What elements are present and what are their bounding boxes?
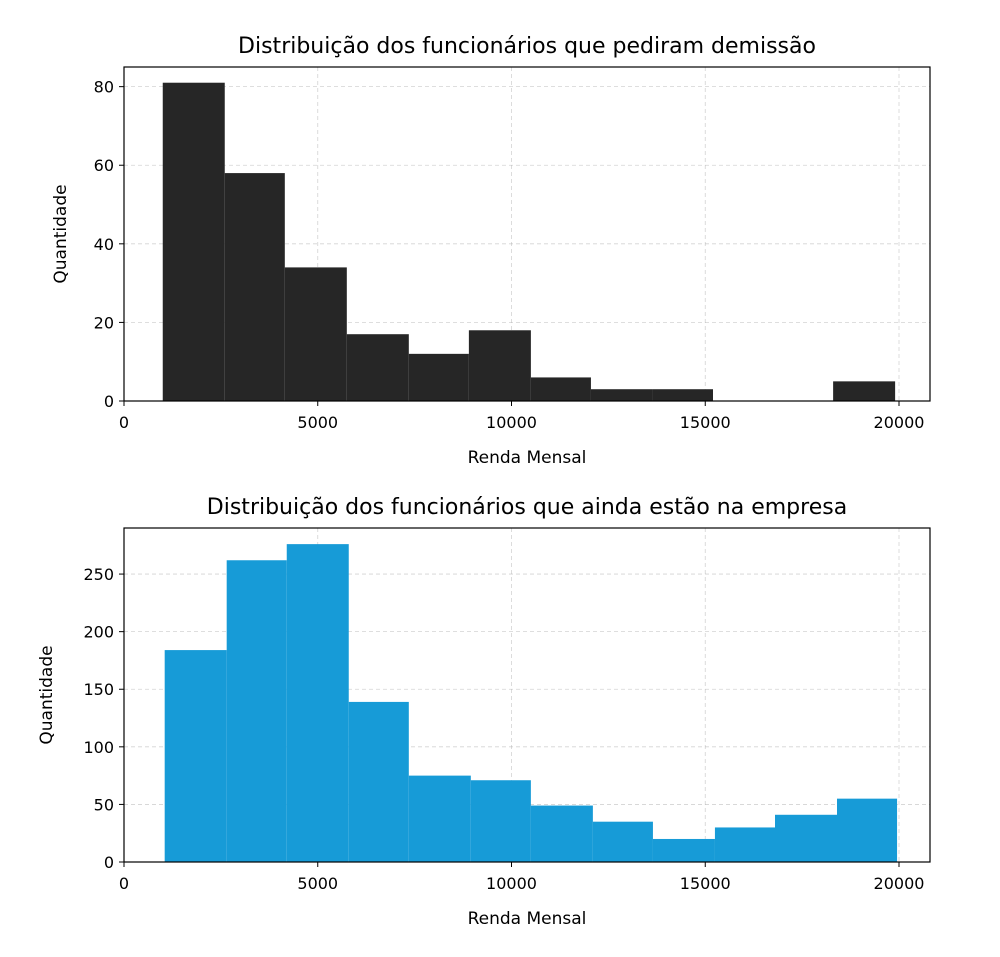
- x-axis-label: Renda Mensal: [468, 909, 587, 929]
- histogram-bar: [164, 650, 227, 862]
- histogram-bar: [652, 389, 713, 401]
- histogram-bar: [833, 381, 896, 401]
- histogram-bar: [837, 798, 898, 862]
- histogram-bar: [348, 701, 409, 862]
- histogram-bar: [530, 377, 591, 401]
- x-tick-label: 10000: [486, 413, 537, 432]
- histogram-bar: [470, 780, 531, 862]
- histogram-bar: [286, 544, 349, 862]
- histogram-bar: [284, 267, 347, 401]
- y-tick-label: 50: [94, 795, 114, 814]
- x-tick-label: 20000: [874, 874, 925, 893]
- x-tick-label: 15000: [680, 874, 731, 893]
- x-tick-label: 5000: [297, 413, 338, 432]
- histogram-bar: [530, 805, 593, 862]
- x-tick-label: 0: [119, 413, 129, 432]
- chart-title: Distribuição dos funcionários que ainda …: [207, 495, 847, 520]
- histogram-bar: [226, 560, 287, 862]
- histogram-bar: [408, 353, 469, 401]
- x-tick-label: 0: [119, 874, 129, 893]
- y-tick-label: 20: [94, 313, 114, 332]
- chart-current-employees: 0 5000 10000 15000 20000 0 50 100 150 200 250 Distr…: [37, 495, 931, 929]
- y-tick-label: 80: [94, 78, 114, 97]
- histogram-bar: [652, 838, 715, 862]
- y-axis-label: Quantidade: [51, 184, 71, 283]
- histogram-bar: [592, 821, 653, 862]
- y-axis-label: Quantidade: [37, 645, 57, 744]
- x-tick-label: 10000: [486, 874, 537, 893]
- y-tick-label: 150: [83, 680, 114, 699]
- histogram-bar: [408, 775, 471, 862]
- y-tick-label: 0: [104, 392, 114, 411]
- y-tick-label: 0: [104, 853, 114, 872]
- histogram-bar: [775, 814, 837, 862]
- y-tick-label: 40: [94, 235, 114, 254]
- plot-frame: [123, 527, 931, 863]
- chart-title: Distribuição dos funcionários que pedira…: [238, 34, 816, 59]
- x-tick-label: 15000: [680, 413, 731, 432]
- histogram-bar: [346, 334, 409, 401]
- x-axis-label: Renda Mensal: [468, 448, 587, 468]
- y-tick-label: 100: [83, 738, 114, 757]
- y-tick-label: 200: [83, 623, 114, 642]
- chart-resignations: 0 5000 10000 15000 20000 0 20 40 60 80 Distribuiçã…: [51, 34, 931, 468]
- y-tick-label: 60: [94, 156, 114, 175]
- histogram-bar: [714, 827, 775, 862]
- plot-frame: [123, 66, 931, 402]
- histogram-bar: [224, 173, 285, 401]
- histogram-bar: [468, 330, 531, 401]
- histogram-bar: [162, 82, 225, 401]
- y-tick-label: 250: [83, 565, 114, 584]
- x-tick-label: 5000: [297, 874, 338, 893]
- histogram-bar: [590, 389, 653, 401]
- x-tick-label: 20000: [874, 413, 925, 432]
